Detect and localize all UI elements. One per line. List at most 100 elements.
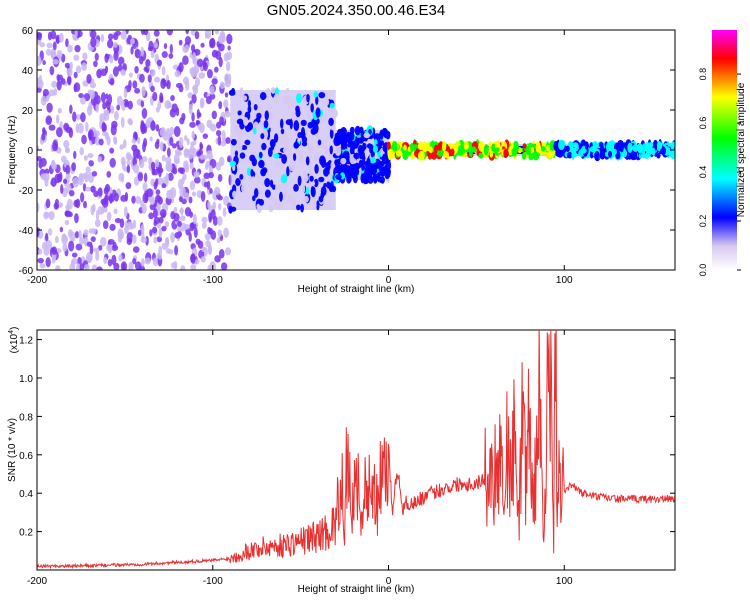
spectrogram-speckle [54, 173, 61, 184]
spectrogram-speckle [38, 74, 43, 86]
spectrogram-speckle [160, 78, 166, 89]
spectrogram-speckle [200, 154, 204, 160]
colorbar-tick-label: 0.2 [698, 215, 708, 228]
spectrogram-speckle [64, 219, 70, 226]
spectrogram-speckle [104, 183, 111, 193]
spectrogram-speckle [164, 221, 170, 228]
spectrogram-speckle [223, 99, 229, 109]
spectrogram-speckle [106, 170, 112, 178]
spectrogram-speckle [89, 82, 97, 89]
spectrogram-speckle [210, 209, 216, 220]
spectrogram-speckle [120, 69, 126, 76]
spectrogram-speckle [153, 217, 161, 224]
spectrogram-speckle [287, 95, 293, 102]
spectrogram-speckle [141, 85, 146, 97]
spectrogram-speckle [93, 190, 99, 198]
spectrogram-speckle [270, 87, 276, 94]
spectrogram-speckle [318, 176, 325, 183]
spectrogram-speckle [109, 147, 115, 154]
spectrogram-speckle [96, 68, 102, 79]
spectrogram-speckle [199, 141, 203, 149]
spectrogram-speckle [175, 82, 183, 89]
spectrogram-speckle [165, 172, 169, 183]
spectrogram-speckle [126, 238, 133, 246]
spectrogram-speckle [205, 163, 209, 171]
spectrogram-speckle [106, 211, 112, 222]
spectrogram-speckle [178, 39, 183, 46]
spectrogram-speckle [264, 189, 271, 198]
spectrogram-speckle [273, 133, 279, 143]
colorbar: 0.0 0.2 0.4 0.6 0.8 Normalized spectral ampl… [698, 30, 747, 276]
spectrogram-speckle [607, 150, 613, 158]
spectrogram-speckle [37, 155, 42, 162]
spectrogram-speckle [109, 78, 115, 86]
spectrogram-speckle [293, 141, 300, 149]
spectrogram-speckle [62, 243, 68, 252]
spectrogram-speckle [269, 139, 276, 148]
spectrogram-speckle [173, 153, 180, 163]
spectrogram-speckle [372, 132, 376, 139]
spectrogram-speckle [209, 42, 214, 48]
spectrogram-speckle [307, 110, 313, 119]
spectrogram-speckle [113, 42, 118, 48]
spectrogram-speckle [209, 188, 213, 194]
spectrogram-speckle [239, 152, 246, 159]
spectrogram-speckle [37, 55, 42, 67]
spectrogram-speckle [216, 237, 221, 244]
spectrogram-speckle [260, 133, 265, 140]
spectrogram-speckle [170, 232, 175, 243]
spectrogram-speckle [104, 65, 109, 74]
spectrogram-speckle [178, 137, 184, 148]
spectrogram-speckle [300, 203, 304, 213]
spectrogram-speckle [186, 138, 190, 146]
spectrogram-speckle [69, 231, 76, 243]
spectrogram-speckle [140, 236, 147, 244]
spectrogram-speckle [113, 110, 119, 121]
spectrogram-speckle [65, 38, 69, 48]
spectrogram-speckle [200, 190, 206, 202]
spectrogram-speckle [273, 93, 280, 104]
spectrogram-speckle [116, 104, 120, 111]
spectrogram-speckle [121, 173, 125, 183]
spectrogram-speckle [213, 66, 219, 73]
spectrogram-y-tick-label: -20 [19, 186, 34, 197]
spectrogram-speckle [297, 150, 304, 159]
spectrogram-speckle [257, 104, 263, 115]
spectrogram-speckle [145, 58, 151, 67]
spectrogram-speckle [379, 176, 385, 184]
spectrogram-speckle [161, 225, 167, 232]
spectrogram-speckle [119, 144, 124, 150]
spectrogram-speckle [78, 230, 82, 240]
spectrogram-speckle [155, 178, 159, 187]
spectrogram-speckle [314, 164, 319, 174]
spectrogram-speckle [297, 175, 302, 186]
spectrogram-speckle [368, 128, 372, 135]
spectrogram-speckle [74, 30, 78, 38]
spectrogram-speckle [235, 178, 241, 187]
spectrogram-speckle [140, 224, 145, 235]
spectrogram-speckle [45, 257, 51, 268]
spectrogram-speckle [335, 174, 342, 180]
spectrogram-speckle [327, 173, 332, 183]
spectrogram-speckle [291, 112, 296, 121]
spectrogram-speckle [263, 120, 269, 129]
snr-y-tick-label: 0.6 [19, 451, 33, 462]
spectrogram-speckle [193, 227, 198, 238]
spectrogram-speckle [396, 150, 403, 157]
spectrogram-speckle [149, 229, 153, 237]
spectrogram-speckle [309, 175, 314, 182]
spectrogram-speckle [632, 150, 638, 161]
spectrogram-speckle [627, 142, 633, 153]
spectrogram-speckle [671, 148, 675, 160]
spectrogram-speckle [118, 254, 123, 262]
spectrogram-speckle [81, 62, 87, 71]
spectrogram-speckle [592, 140, 598, 152]
spectrogram-speckle [301, 135, 308, 144]
spectrogram-x-tick-label: -100 [203, 275, 223, 286]
spectrogram-speckle [328, 117, 334, 127]
spectrogram-speckle [142, 182, 148, 192]
spectrogram-speckle [104, 194, 108, 205]
spectrogram-speckle [116, 95, 123, 106]
spectrogram-speckle [101, 206, 105, 214]
spectrogram-speckle [324, 150, 328, 157]
